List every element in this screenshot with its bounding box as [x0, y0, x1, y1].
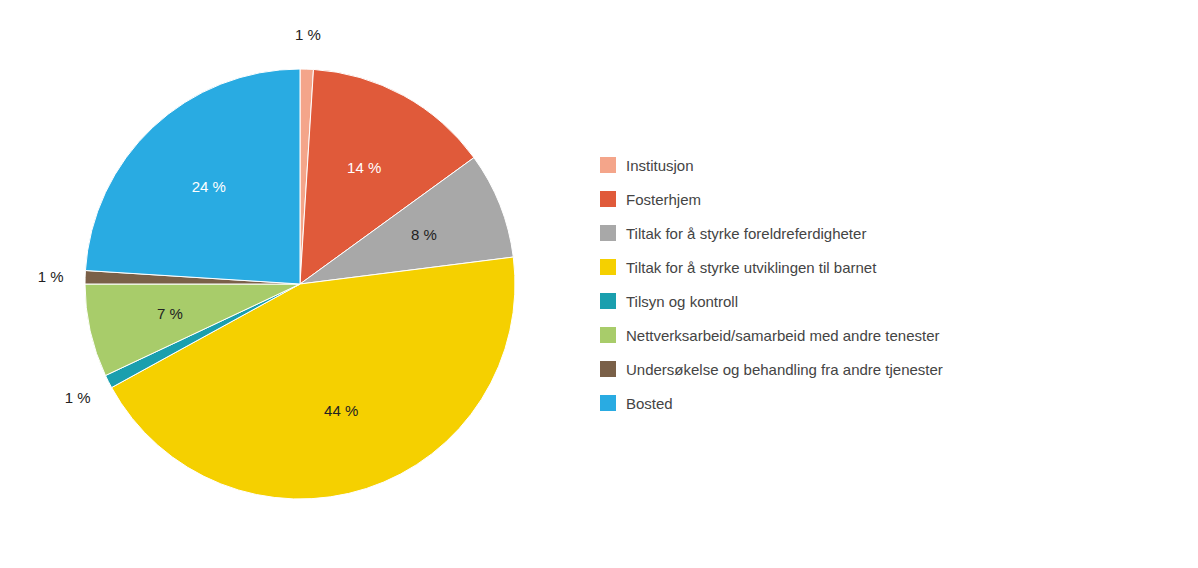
chart: 1 % 14 % 8 % 44 % 1 % 7 % 1 % 24 % Institusjon Fo…: [0, 0, 1198, 568]
data-label: 7 %: [157, 305, 183, 322]
legend-label: Tiltak for å styrke foreldreferdigheter: [626, 225, 866, 242]
chart-container: 1 % 14 % 8 % 44 % 1 % 7 % 1 % 24 % Institusjon Fo…: [0, 0, 1198, 568]
data-label: 8 %: [411, 226, 437, 243]
legend-label: Bosted: [626, 395, 673, 412]
legend-swatch: [600, 395, 616, 411]
legend-swatch: [600, 293, 616, 309]
legend-label: Tiltak for å styrke utviklingen til barn…: [626, 259, 877, 276]
legend-label: Fosterhjem: [626, 191, 701, 208]
legend-swatch: [600, 361, 616, 377]
data-label: 1 %: [38, 268, 64, 285]
legend-label: Undersøkelse og behandling fra andre tje…: [626, 361, 943, 378]
legend-swatch: [600, 259, 616, 275]
data-labels: 1 % 14 % 8 % 44 % 1 % 7 % 1 % 24 %: [38, 26, 437, 419]
legend-swatch: [600, 327, 616, 343]
legend-label: Tilsyn og kontroll: [626, 293, 738, 310]
legend: Institusjon Fosterhjem Tiltak for å styrke…: [600, 157, 943, 412]
pie-slice: [85, 284, 300, 376]
legend-label: Nettverksarbeid/samarbeid med andre tene…: [626, 327, 940, 344]
legend-swatch: [600, 225, 616, 241]
data-label: 1 %: [295, 26, 321, 43]
data-label: 24 %: [192, 178, 226, 195]
data-label: 14 %: [347, 159, 381, 176]
legend-label: Institusjon: [626, 157, 694, 174]
slices: [85, 69, 515, 499]
data-label: 1 %: [65, 389, 91, 406]
pie-slice: [85, 69, 300, 284]
data-label: 44 %: [324, 402, 358, 419]
legend-swatch: [600, 157, 616, 173]
legend-swatch: [600, 191, 616, 207]
